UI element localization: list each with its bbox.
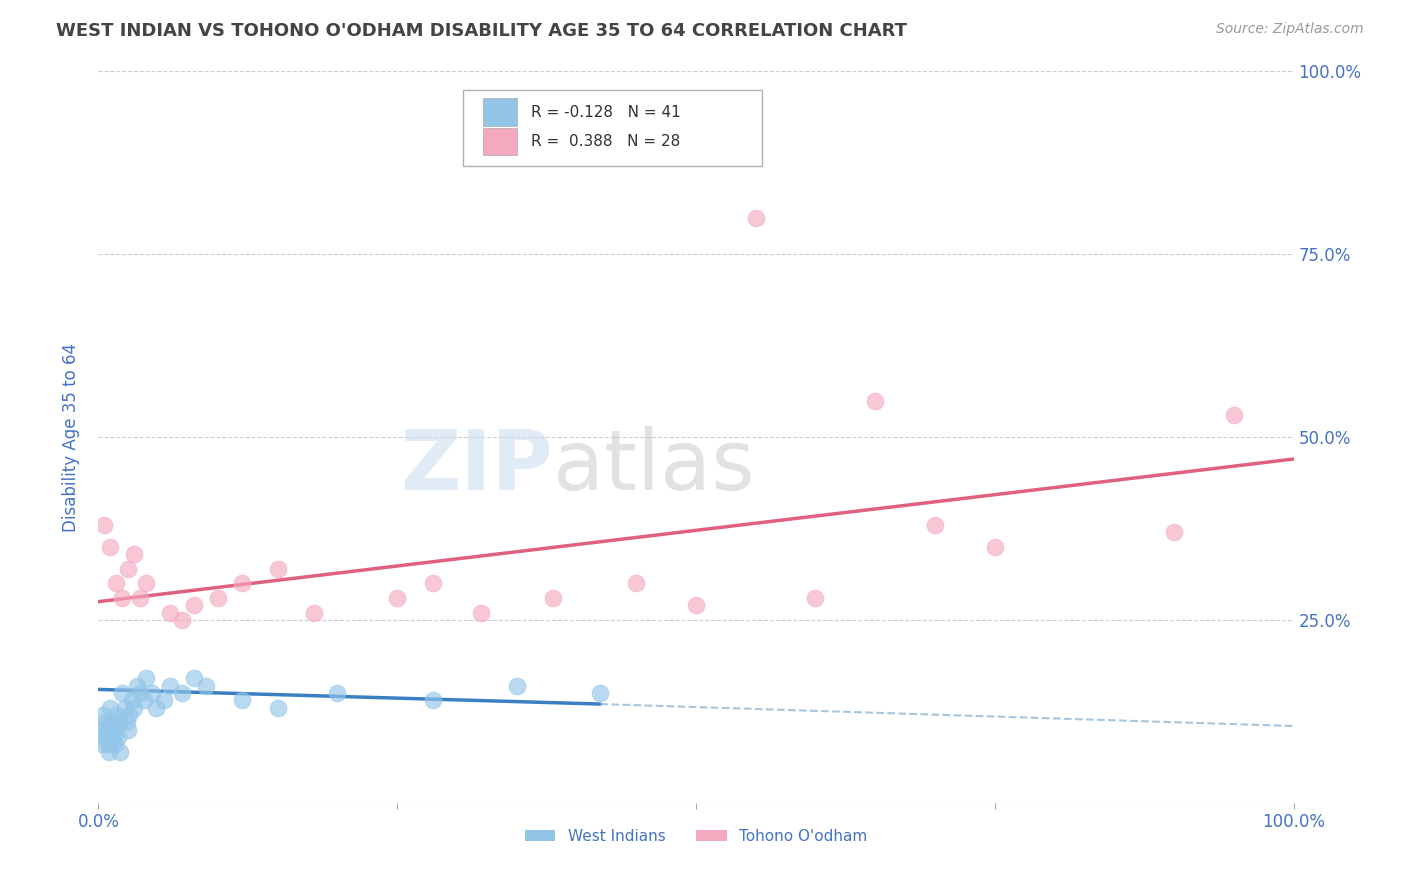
Point (141, 686, 163, 700)
Point (804, 591, 827, 605)
Legend: West Indians, Tohono O'odham: West Indians, Tohono O'odham (519, 822, 873, 850)
Point (105, 708, 128, 723)
Point (124, 700, 146, 714)
Point (302, 606, 325, 620)
Point (1223, 408, 1246, 422)
Point (98, 745, 121, 759)
Y-axis label: Disability Age 35 to 64: Disability Age 35 to 64 (62, 343, 80, 532)
Text: R = -0.128   N = 41: R = -0.128 N = 41 (531, 105, 681, 120)
Point (132, 693, 155, 707)
Point (422, 576, 444, 591)
Point (865, 393, 887, 408)
Point (103, 723, 125, 737)
Point (114, 700, 136, 714)
Point (183, 599, 205, 613)
Text: R =  0.388   N = 28: R = 0.388 N = 28 (531, 134, 681, 149)
Point (93, 517, 115, 532)
Point (117, 723, 139, 737)
Point (267, 700, 290, 714)
Point (129, 591, 152, 605)
Point (118, 708, 141, 723)
Point (984, 540, 1007, 554)
Point (159, 606, 181, 620)
Point (183, 672, 205, 686)
Point (541, 591, 564, 605)
Point (90, 723, 112, 737)
Point (111, 686, 134, 700)
Point (589, 686, 612, 700)
Text: WEST INDIAN VS TOHONO O'ODHAM DISABILITY AGE 35 TO 64 CORRELATION CHART: WEST INDIAN VS TOHONO O'ODHAM DISABILITY… (56, 22, 907, 40)
Point (231, 693, 253, 707)
Point (93, 730, 115, 744)
Point (111, 591, 134, 605)
Point (685, 599, 707, 613)
Point (94, 715, 117, 730)
Point (326, 686, 349, 700)
Point (470, 606, 492, 620)
Point (121, 693, 143, 707)
Point (153, 693, 176, 707)
Point (129, 686, 152, 700)
Point (626, 576, 648, 591)
Point (1163, 525, 1185, 540)
Bar (484, 98, 517, 126)
Point (115, 715, 138, 730)
Point (104, 737, 127, 751)
Point (195, 679, 218, 693)
Point (135, 672, 157, 686)
Point (107, 715, 129, 730)
Point (172, 686, 194, 700)
Point (105, 576, 128, 591)
FancyBboxPatch shape (463, 90, 762, 167)
Point (100, 715, 122, 730)
Point (172, 613, 194, 627)
Point (159, 679, 181, 693)
Point (107, 730, 129, 744)
Point (101, 730, 124, 744)
Point (145, 700, 167, 714)
Point (124, 547, 146, 561)
Point (745, 211, 768, 225)
Point (98, 700, 122, 714)
Text: ZIP: ZIP (401, 425, 553, 507)
Point (125, 679, 148, 693)
Point (385, 591, 409, 605)
Point (98, 540, 122, 554)
Point (97, 737, 120, 751)
Point (267, 562, 290, 576)
Point (117, 562, 139, 576)
Point (422, 693, 444, 707)
Text: Source: ZipAtlas.com: Source: ZipAtlas.com (1216, 22, 1364, 37)
Point (207, 591, 229, 605)
Point (231, 576, 253, 591)
Point (135, 576, 157, 591)
Point (108, 745, 131, 759)
Point (924, 517, 946, 532)
Text: atlas: atlas (553, 425, 754, 507)
Point (91, 737, 114, 751)
Point (91, 708, 114, 723)
Point (96, 723, 118, 737)
Bar (484, 128, 517, 155)
Point (506, 679, 529, 693)
